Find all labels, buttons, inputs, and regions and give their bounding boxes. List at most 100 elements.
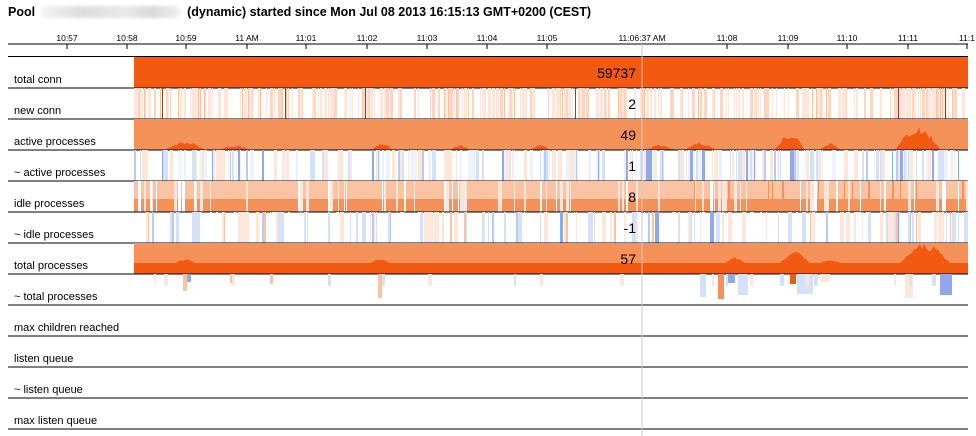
band-strip (512, 88, 513, 119)
band-strip (586, 88, 589, 119)
band-strip (194, 181, 197, 212)
metric-row-max_children: max children reached (8, 322, 968, 337)
band-strip (152, 181, 153, 212)
band-strip (448, 88, 449, 119)
band-strip (430, 88, 431, 119)
band-strip (310, 150, 313, 181)
band-strip (134, 150, 136, 181)
band-strip (170, 212, 172, 243)
band-strip (930, 88, 931, 119)
band-strip (702, 212, 705, 243)
band-strip (330, 88, 333, 119)
band-strip (958, 212, 959, 243)
band-strip (240, 88, 241, 119)
band-strip (460, 181, 462, 212)
band-strip (566, 150, 570, 181)
band-strip (144, 88, 145, 119)
row-label: active processes (14, 136, 96, 148)
band-strip (642, 88, 644, 119)
band-strip (882, 150, 885, 181)
band-strip (204, 88, 205, 119)
time-tick-label: 11:02 (357, 33, 378, 43)
band-strip (772, 181, 773, 212)
row-d_idle_processes-bands (146, 212, 968, 243)
band-strip (524, 150, 527, 181)
band-strip (232, 274, 235, 286)
band-strip (806, 150, 809, 181)
band-strip (908, 212, 910, 243)
band-strip (736, 150, 737, 181)
band-strip (502, 150, 504, 181)
band-strip (172, 212, 174, 243)
band-strip (600, 88, 603, 119)
band-strip (860, 181, 861, 212)
band-strip (848, 181, 850, 212)
band-strip (922, 88, 925, 119)
band-strip (752, 150, 755, 181)
band-strip (712, 274, 714, 286)
band-strip (428, 274, 432, 286)
band-strip (727, 274, 735, 283)
band-strip (804, 150, 805, 181)
band-strip (236, 150, 237, 181)
band-strip (702, 181, 704, 212)
band-strip (654, 150, 656, 181)
band-strip (694, 212, 695, 243)
band-strip (336, 212, 339, 243)
band-strip (908, 88, 910, 119)
band-strip (362, 212, 366, 243)
band-strip (720, 181, 721, 212)
band-strip (554, 88, 555, 119)
band-strip (436, 212, 439, 243)
band-strip (428, 150, 431, 181)
band-strip (938, 181, 939, 212)
band-strip (196, 212, 200, 243)
band-strip (386, 150, 390, 181)
band-strip (910, 150, 913, 181)
band-strip (870, 88, 873, 119)
band-strip (496, 88, 499, 119)
band-strip (154, 274, 156, 286)
band-peak (725, 257, 745, 274)
band-strip (148, 212, 149, 243)
band-strip (540, 274, 543, 286)
band-spike (285, 88, 286, 119)
band-strip (656, 150, 657, 181)
band-strip (716, 212, 718, 243)
band-strip (922, 150, 924, 181)
band-strip (192, 88, 194, 119)
band-strip (910, 212, 911, 243)
band-strip (540, 150, 541, 181)
band-strip (712, 150, 713, 181)
band-strip (896, 212, 898, 243)
band-strip (662, 150, 663, 181)
band-strip (710, 181, 713, 212)
band-strip (810, 150, 814, 181)
band-strip (334, 88, 337, 119)
row-label: ~ total processes (14, 291, 98, 303)
band-strip (468, 88, 469, 119)
band-strip (524, 181, 526, 212)
band-strip (224, 212, 225, 243)
row-new_conn-bands (134, 88, 965, 119)
band-strip (926, 88, 928, 119)
band-strip (138, 88, 141, 119)
band-spike (162, 88, 163, 119)
band-strip (746, 150, 748, 181)
band-strip (758, 88, 759, 119)
band-strip (556, 88, 558, 119)
band-strip (522, 88, 524, 119)
band-strip (916, 212, 917, 243)
band-strip (492, 212, 494, 243)
band-strip (696, 150, 698, 181)
band-strip (726, 274, 728, 286)
band-strip (952, 88, 953, 119)
band-strip (704, 88, 707, 119)
band-strip (246, 181, 248, 212)
band-strip (946, 212, 947, 243)
band-strip (916, 181, 917, 212)
band-strip (818, 88, 820, 119)
band-strip (598, 150, 599, 181)
band-strip (622, 88, 624, 119)
band-strip (856, 88, 858, 119)
